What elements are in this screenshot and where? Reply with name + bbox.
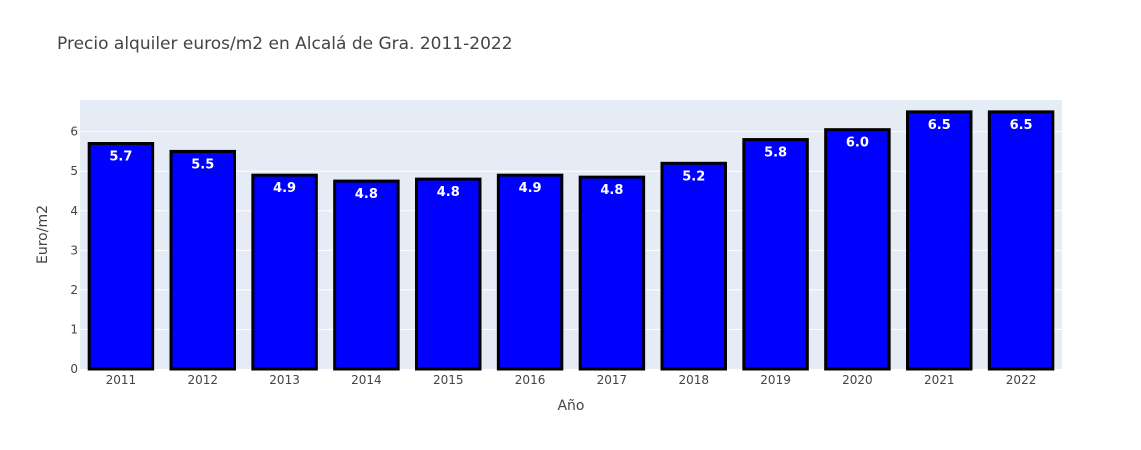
bar-2013 — [251, 173, 318, 371]
data-label: 5.8 — [764, 146, 787, 161]
x-tick-label: 2015 — [433, 373, 464, 387]
y-tick-label: 6 — [70, 125, 78, 139]
data-label: 4.8 — [355, 187, 378, 202]
bar-2022 — [987, 110, 1055, 371]
bar-2012 — [169, 149, 236, 371]
bar-2021 — [906, 110, 973, 371]
bar-2014 — [333, 179, 400, 371]
x-tick-label: 2012 — [187, 373, 218, 387]
x-axis-ticks: 2011 2012 2013 2014 2015 2016 2017 2018 2019 2020… — [106, 373, 1037, 387]
y-tick-label: 2 — [70, 283, 78, 297]
data-label: 6.5 — [1010, 118, 1033, 133]
y-tick-label: 0 — [70, 362, 78, 376]
x-tick-label: 2021 — [924, 373, 955, 387]
bar-2019 — [742, 138, 809, 371]
chart-title: Precio alquiler euros/m2 en Alcalá de Gr… — [57, 34, 513, 54]
data-label: 6.0 — [846, 136, 869, 151]
bar-2020 — [824, 128, 891, 371]
bar-2011 — [87, 142, 155, 371]
data-labels: 5.7 5.5 4.9 4.8 4.8 4.9 4.8 5.2 5.8 6.0 6.5 6.5 — [109, 118, 1032, 202]
x-tick-label: 2020 — [842, 373, 873, 387]
x-tick-label: 2013 — [269, 373, 300, 387]
bar-2015 — [415, 177, 482, 371]
data-label: 4.8 — [600, 183, 623, 198]
x-tick-label: 2022 — [1006, 373, 1037, 387]
bars — [87, 110, 1055, 371]
plot-area — [80, 100, 1062, 369]
data-label: 6.5 — [928, 118, 951, 133]
y-tick-label: 3 — [70, 243, 78, 257]
x-tick-label: 2017 — [597, 373, 628, 387]
x-tick-label: 2019 — [760, 373, 791, 387]
x-axis-title: Año — [557, 398, 584, 414]
data-label: 4.9 — [519, 181, 542, 196]
data-label: 4.8 — [437, 185, 460, 200]
x-tick-label: 2018 — [678, 373, 709, 387]
x-tick-label: 2016 — [515, 373, 546, 387]
x-tick-label: 2014 — [351, 373, 382, 387]
y-tick-label: 4 — [70, 204, 78, 218]
data-label: 5.7 — [109, 150, 132, 165]
gridlines — [80, 131, 1062, 330]
data-label: 5.2 — [682, 169, 705, 184]
data-label: 5.5 — [191, 157, 214, 172]
bar-2016 — [496, 173, 564, 371]
x-tick-label: 2011 — [106, 373, 137, 387]
y-axis-ticks: 0 1 2 3 4 5 6 — [70, 125, 78, 376]
y-axis-title: Euro/m2 — [35, 205, 51, 264]
bar-2018 — [660, 161, 727, 371]
y-tick-label: 5 — [70, 164, 78, 178]
y-tick-label: 1 — [70, 322, 78, 336]
bar-2017 — [578, 175, 646, 371]
data-label: 4.9 — [273, 181, 296, 196]
